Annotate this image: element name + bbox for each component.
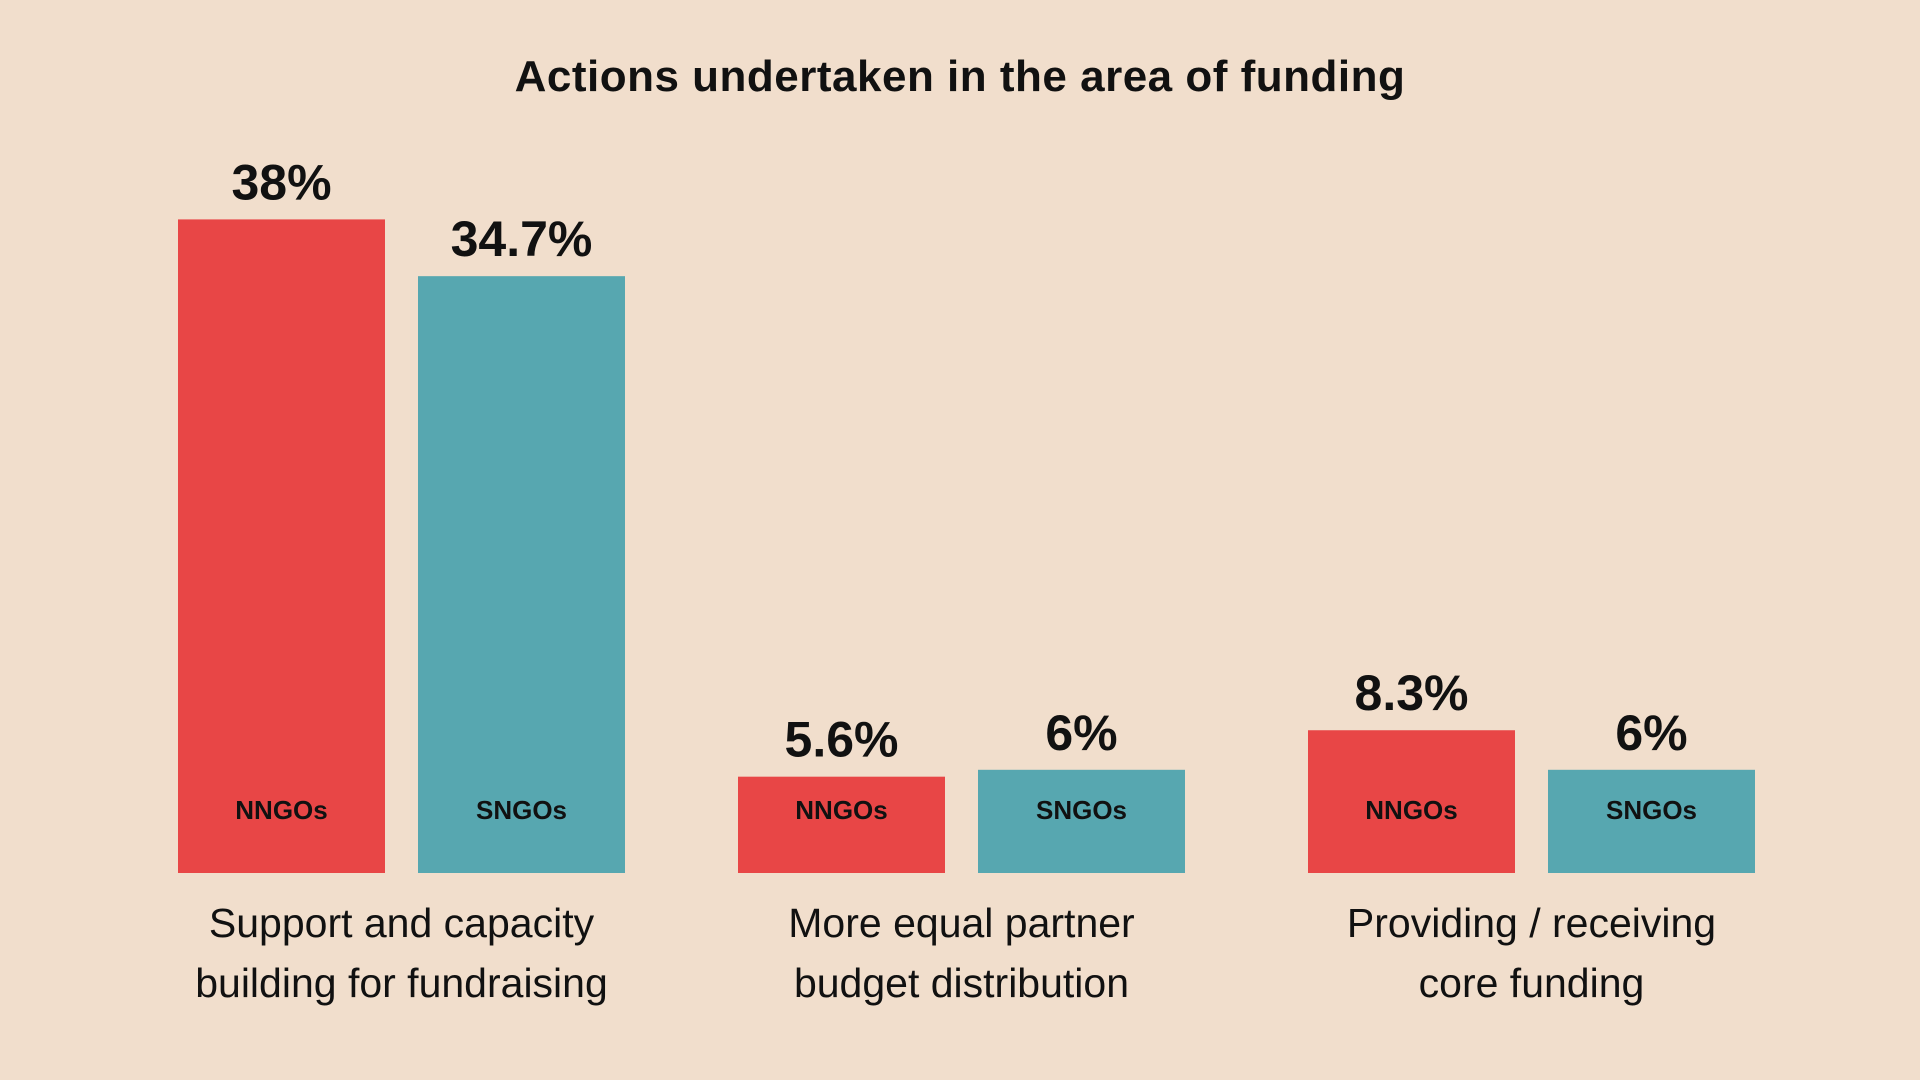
series-label: NNGOs [795,795,887,825]
series-label: NNGOs [235,795,327,825]
data-label: 5.6% [785,712,899,768]
series-label: SNGOs [476,795,567,825]
data-label: 8.3% [1355,665,1469,721]
category-label: Providing / receiving core funding [1346,900,1717,1006]
data-label: 6% [1045,705,1117,761]
series-label: NNGOs [1365,795,1457,825]
category-label: Support and capacity building for fundra… [195,900,608,1006]
series-label: SNGOs [1036,795,1127,825]
bar-nngos-0 [178,219,385,873]
data-label: 38% [231,154,331,210]
chart-title: Actions undertaken in the area of fundin… [514,52,1406,101]
bar-nngos-2 [1308,730,1515,873]
bar-sngos-0 [418,276,625,873]
bar-sngos-2 [1548,769,1755,873]
bar-sngos-1 [978,769,1185,873]
series-label: SNGOs [1606,795,1697,825]
bar-nngos-1 [738,776,945,873]
data-label: 34.7% [451,211,593,267]
data-label: 6% [1615,705,1687,761]
category-label: More equal partner budget distribution [788,900,1135,1006]
